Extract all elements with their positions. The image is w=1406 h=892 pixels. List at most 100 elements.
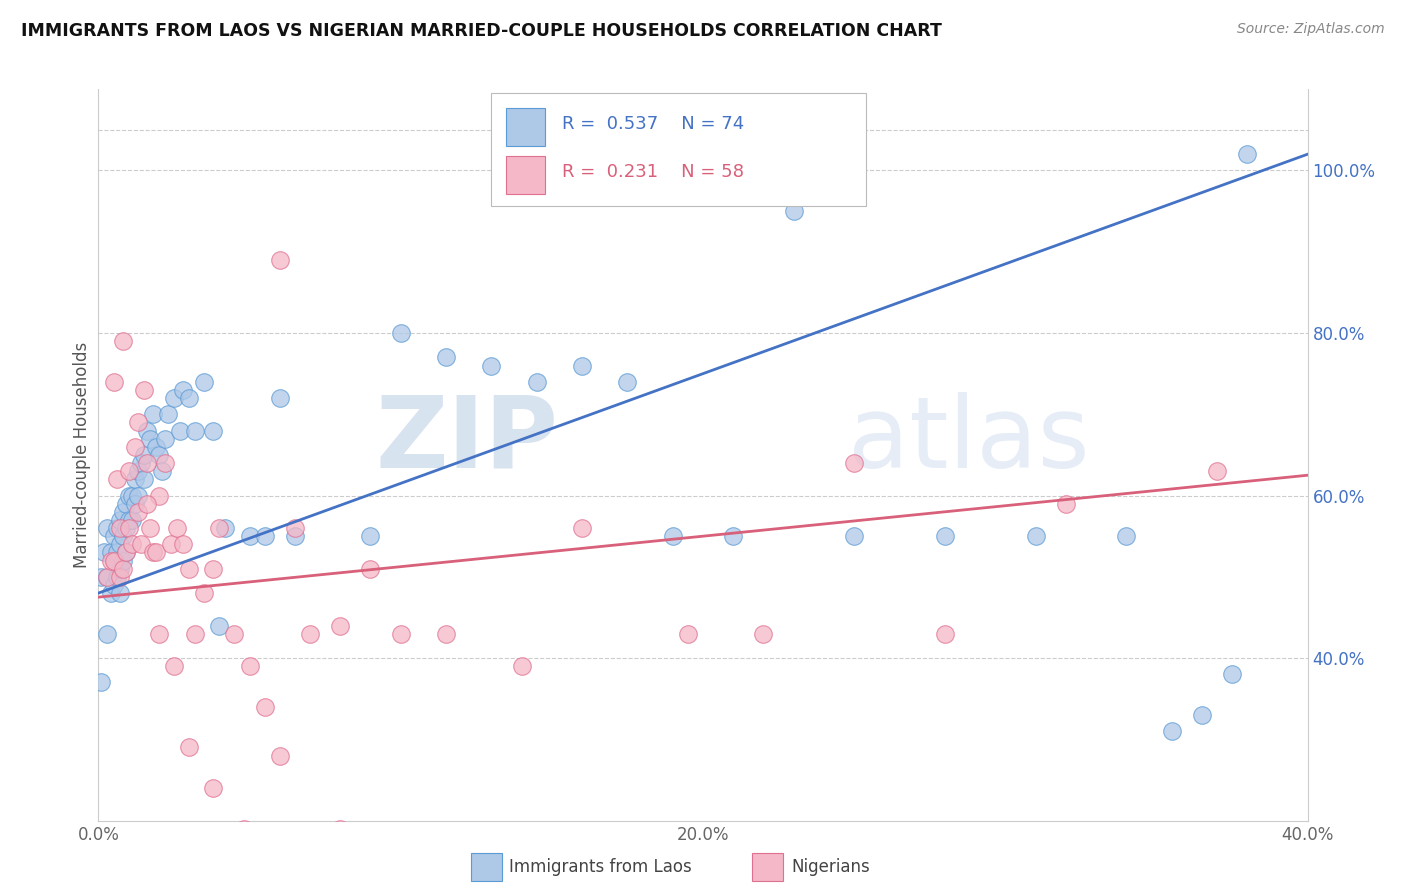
Point [132,472,155,486]
Point [160,537,183,551]
Point [103,553,125,567]
Point [100,545,122,559]
Point [202,562,225,576]
Point [179,740,201,755]
Point [121,489,143,503]
Point [142,407,165,421]
Point [118,489,141,503]
Point [114,497,136,511]
Point [661,529,683,543]
Point [108,562,131,576]
Point [1024,529,1046,543]
Point [844,456,866,470]
Point [526,375,548,389]
Point [202,424,225,438]
Point [108,521,131,535]
Point [93,545,115,559]
Point [166,521,188,535]
Text: atlas: atlas [848,392,1090,489]
Point [148,448,170,462]
Text: R =  0.537    N = 74: R = 0.537 N = 74 [561,114,744,133]
Point [124,497,146,511]
Point [127,416,149,430]
Point [103,529,125,543]
Point [121,513,143,527]
Point [783,204,806,219]
Point [179,391,201,405]
Text: Immigrants from Laos: Immigrants from Laos [509,858,692,876]
Point [214,521,236,535]
Point [163,391,186,405]
Point [389,626,412,640]
Point [135,456,157,470]
Point [129,537,152,551]
Point [1191,708,1213,723]
Point [127,489,149,503]
Point [103,375,125,389]
Point [129,456,152,470]
Text: Source: ZipAtlas.com: Source: ZipAtlas.com [1237,22,1385,37]
Point [148,489,170,503]
Point [156,407,179,421]
Point [193,375,215,389]
Point [108,513,131,527]
Point [269,748,291,763]
Point [114,521,136,535]
FancyBboxPatch shape [506,108,544,146]
Point [127,505,149,519]
Point [172,537,194,551]
Point [121,537,143,551]
Point [105,570,128,584]
Point [179,562,201,576]
Point [96,626,118,640]
Point [145,545,167,559]
Text: R =  0.231    N = 58: R = 0.231 N = 58 [561,163,744,181]
Point [723,529,745,543]
Point [193,586,215,600]
Point [329,618,352,632]
Point [232,822,254,836]
Point [202,781,225,796]
FancyBboxPatch shape [506,156,544,194]
Point [118,464,141,478]
Point [269,252,291,267]
Point [676,626,699,640]
Point [752,626,775,640]
Point [114,545,136,559]
Point [169,424,191,438]
Point [111,562,134,576]
Point [96,570,118,584]
Point [253,699,276,714]
Point [434,351,457,365]
Point [360,529,382,543]
Point [132,383,155,397]
Point [103,578,125,592]
Text: Nigerians: Nigerians [792,858,870,876]
Point [118,513,141,527]
Point [1236,147,1258,161]
Point [163,659,186,673]
Point [108,570,131,584]
Point [184,424,207,438]
Point [934,529,956,543]
Point [208,521,231,535]
Point [118,521,141,535]
Point [111,553,134,567]
Point [127,464,149,478]
Point [329,822,352,836]
Point [153,432,176,446]
Point [299,626,322,640]
Point [96,570,118,584]
Point [135,424,157,438]
FancyBboxPatch shape [492,93,866,206]
Point [105,472,128,486]
Point [224,626,246,640]
Point [108,537,131,551]
Point [105,545,128,559]
Point [571,359,593,373]
Point [153,456,176,470]
Point [1160,724,1182,739]
Point [90,675,112,690]
Point [105,521,128,535]
Point [111,529,134,543]
